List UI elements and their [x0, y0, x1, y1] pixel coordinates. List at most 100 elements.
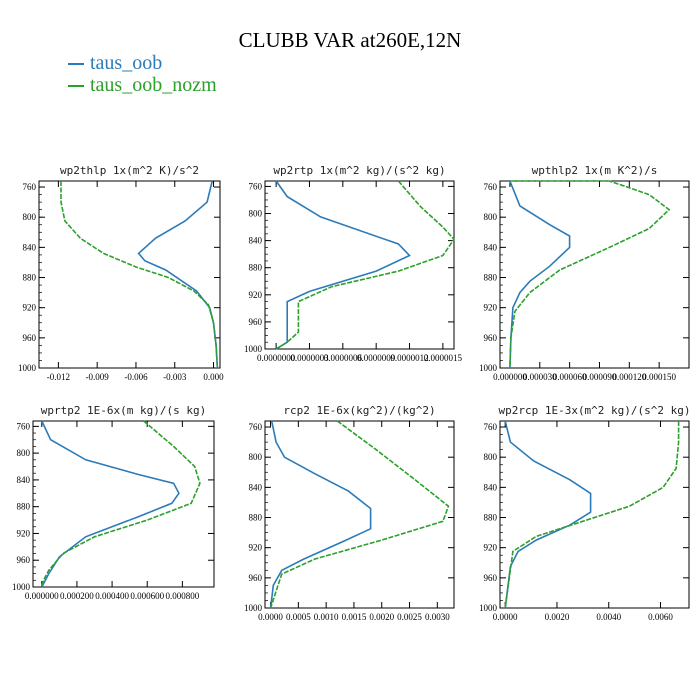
y-tick-label: 960	[484, 573, 498, 583]
y-tick-label: 960	[17, 555, 31, 565]
y-tick-label: 880	[23, 273, 37, 283]
y-tick-label: 760	[17, 421, 31, 431]
legend-swatch-taus-oob	[68, 63, 84, 66]
x-tick-label: -0.006	[124, 372, 148, 382]
y-tick-label: 1000	[12, 582, 31, 592]
series-line-taus-oob	[269, 420, 372, 609]
x-tick-label: 0.000200	[60, 591, 94, 601]
x-tick-label: 0.000000	[493, 372, 527, 382]
y-tick-label: 880	[484, 513, 498, 523]
y-tick-label: 800	[484, 452, 498, 462]
y-tick-label: 800	[17, 448, 31, 458]
y-tick-label: 800	[23, 212, 37, 222]
y-tick-label: 1000	[18, 363, 37, 373]
series-line-taus-oob-nozm	[269, 420, 450, 609]
y-tick-label: 800	[484, 212, 498, 222]
panel-2: wp2rtp 1x(m^2 kg)/(s^2 kg) 760 800 840 880 92…	[244, 164, 463, 363]
panel-title: wp2rcp 1E-3x(m^2 kg)/(s^2 kg)	[498, 404, 690, 417]
x-tick-label: 0.000030	[523, 372, 557, 382]
y-tick-label: 1000	[479, 603, 498, 613]
y-tick-label: 1000	[479, 363, 498, 373]
y-tick-label: 840	[23, 242, 37, 252]
x-tick-label: 0.0000006	[324, 353, 363, 363]
x-tick-label: 0.0000015	[424, 353, 463, 363]
y-tick-label: 920	[23, 303, 37, 313]
y-tick-label: 880	[484, 273, 498, 283]
y-tick-label: 840	[484, 242, 498, 252]
x-tick-label: 0.000090	[583, 372, 617, 382]
y-tick-label: 960	[484, 333, 498, 343]
x-tick-label: 0.0000003	[290, 353, 329, 363]
series-line-taus-oob	[509, 180, 571, 369]
panel-title: wprtp2 1E-6x(m kg)/(s kg)	[41, 404, 207, 417]
panel-frame	[32, 420, 215, 588]
series-line-taus-oob-nozm	[41, 420, 201, 588]
x-tick-label: 0.000060	[553, 372, 587, 382]
y-tick-label: 760	[484, 422, 498, 432]
series-line-taus-oob	[504, 420, 592, 609]
y-tick-label: 1000	[244, 344, 263, 354]
panel-title: wp2rtp 1x(m^2 kg)/(s^2 kg)	[273, 164, 445, 177]
x-tick-label: 0.000150	[642, 372, 676, 382]
panel-frame	[264, 180, 455, 350]
series-line-taus-oob	[41, 420, 180, 588]
panel-3: wpthlp2 1x(m K^2)/s 760 800 840 880 920 960 100…	[479, 164, 690, 382]
x-tick-label: 0.0000000	[257, 353, 296, 363]
x-tick-label: 0.0020	[545, 612, 570, 622]
y-tick-label: 960	[23, 333, 37, 343]
y-tick-label: 840	[17, 475, 31, 485]
legend-entry-taus-oob: taus_oob	[68, 52, 162, 75]
y-tick-label: 840	[249, 482, 263, 492]
x-tick-label: 0.000800	[165, 591, 199, 601]
series-line-taus-oob	[137, 180, 219, 369]
x-tick-label: 0.0005	[286, 612, 311, 622]
x-tick-label: 0.0000	[493, 612, 518, 622]
panel-title: wp2thlp 1x(m^2 K)/s^2	[60, 164, 199, 177]
legend-swatch-taus-oob-nozm	[68, 85, 84, 88]
y-tick-label: 920	[484, 303, 498, 313]
series-line-taus-oob-nozm	[275, 180, 456, 350]
x-tick-label: -0.009	[86, 372, 110, 382]
legend-label-taus-oob: taus_oob	[90, 52, 163, 74]
panel-5: rcp2 1E-6x(kg^2)/(kg^2) 760 800 840 880 920 96…	[244, 404, 455, 622]
y-tick-label: 880	[17, 502, 31, 512]
x-tick-label: 0.000120	[612, 372, 646, 382]
x-tick-label: 0.000000	[25, 591, 59, 601]
y-tick-label: 760	[249, 422, 263, 432]
y-tick-label: 960	[249, 317, 263, 327]
x-tick-label: 0.000	[203, 372, 224, 382]
panel-title: wpthlp2 1x(m K^2)/s	[532, 164, 658, 177]
x-tick-label: 0.0015	[342, 612, 367, 622]
y-tick-label: 760	[23, 182, 37, 192]
x-tick-label: 0.0000012	[390, 353, 428, 363]
y-tick-label: 800	[249, 452, 263, 462]
panel-4: wprtp2 1E-6x(m kg)/(s kg) 760 800 840 880 920…	[12, 404, 215, 601]
y-tick-label: 840	[249, 236, 263, 246]
x-tick-label: 0.0010	[314, 612, 339, 622]
y-tick-label: 800	[249, 209, 263, 219]
panel-frame	[264, 420, 455, 609]
series-line-taus-oob	[275, 180, 411, 350]
panel-6: wp2rcp 1E-3x(m^2 kg)/(s^2 kg)760 800 840 88…	[479, 404, 691, 622]
y-tick-label: 1000	[244, 603, 263, 613]
legend-entry-taus-oob-nozm: taus_oob_nozm	[68, 74, 217, 97]
panel-frame	[499, 420, 690, 609]
x-tick-label: 0.0020	[369, 612, 394, 622]
y-tick-label: 960	[249, 573, 263, 583]
panel-title: rcp2 1E-6x(kg^2)/(kg^2)	[283, 404, 435, 417]
y-tick-label: 880	[249, 263, 263, 273]
y-tick-label: 840	[484, 482, 498, 492]
panel-frame	[499, 180, 690, 369]
x-tick-label: -0.012	[47, 372, 70, 382]
y-tick-label: 920	[484, 543, 498, 553]
x-tick-label: 0.0030	[425, 612, 450, 622]
y-tick-label: 880	[249, 513, 263, 523]
x-tick-label: 0.0060	[648, 612, 673, 622]
panel-frame	[38, 180, 221, 369]
series-line-taus-oob-nozm	[60, 181, 219, 369]
y-tick-label: 920	[249, 543, 263, 553]
y-tick-label: 760	[484, 182, 498, 192]
y-tick-label: 760	[249, 181, 263, 191]
series-line-taus-oob-nozm	[504, 421, 680, 609]
